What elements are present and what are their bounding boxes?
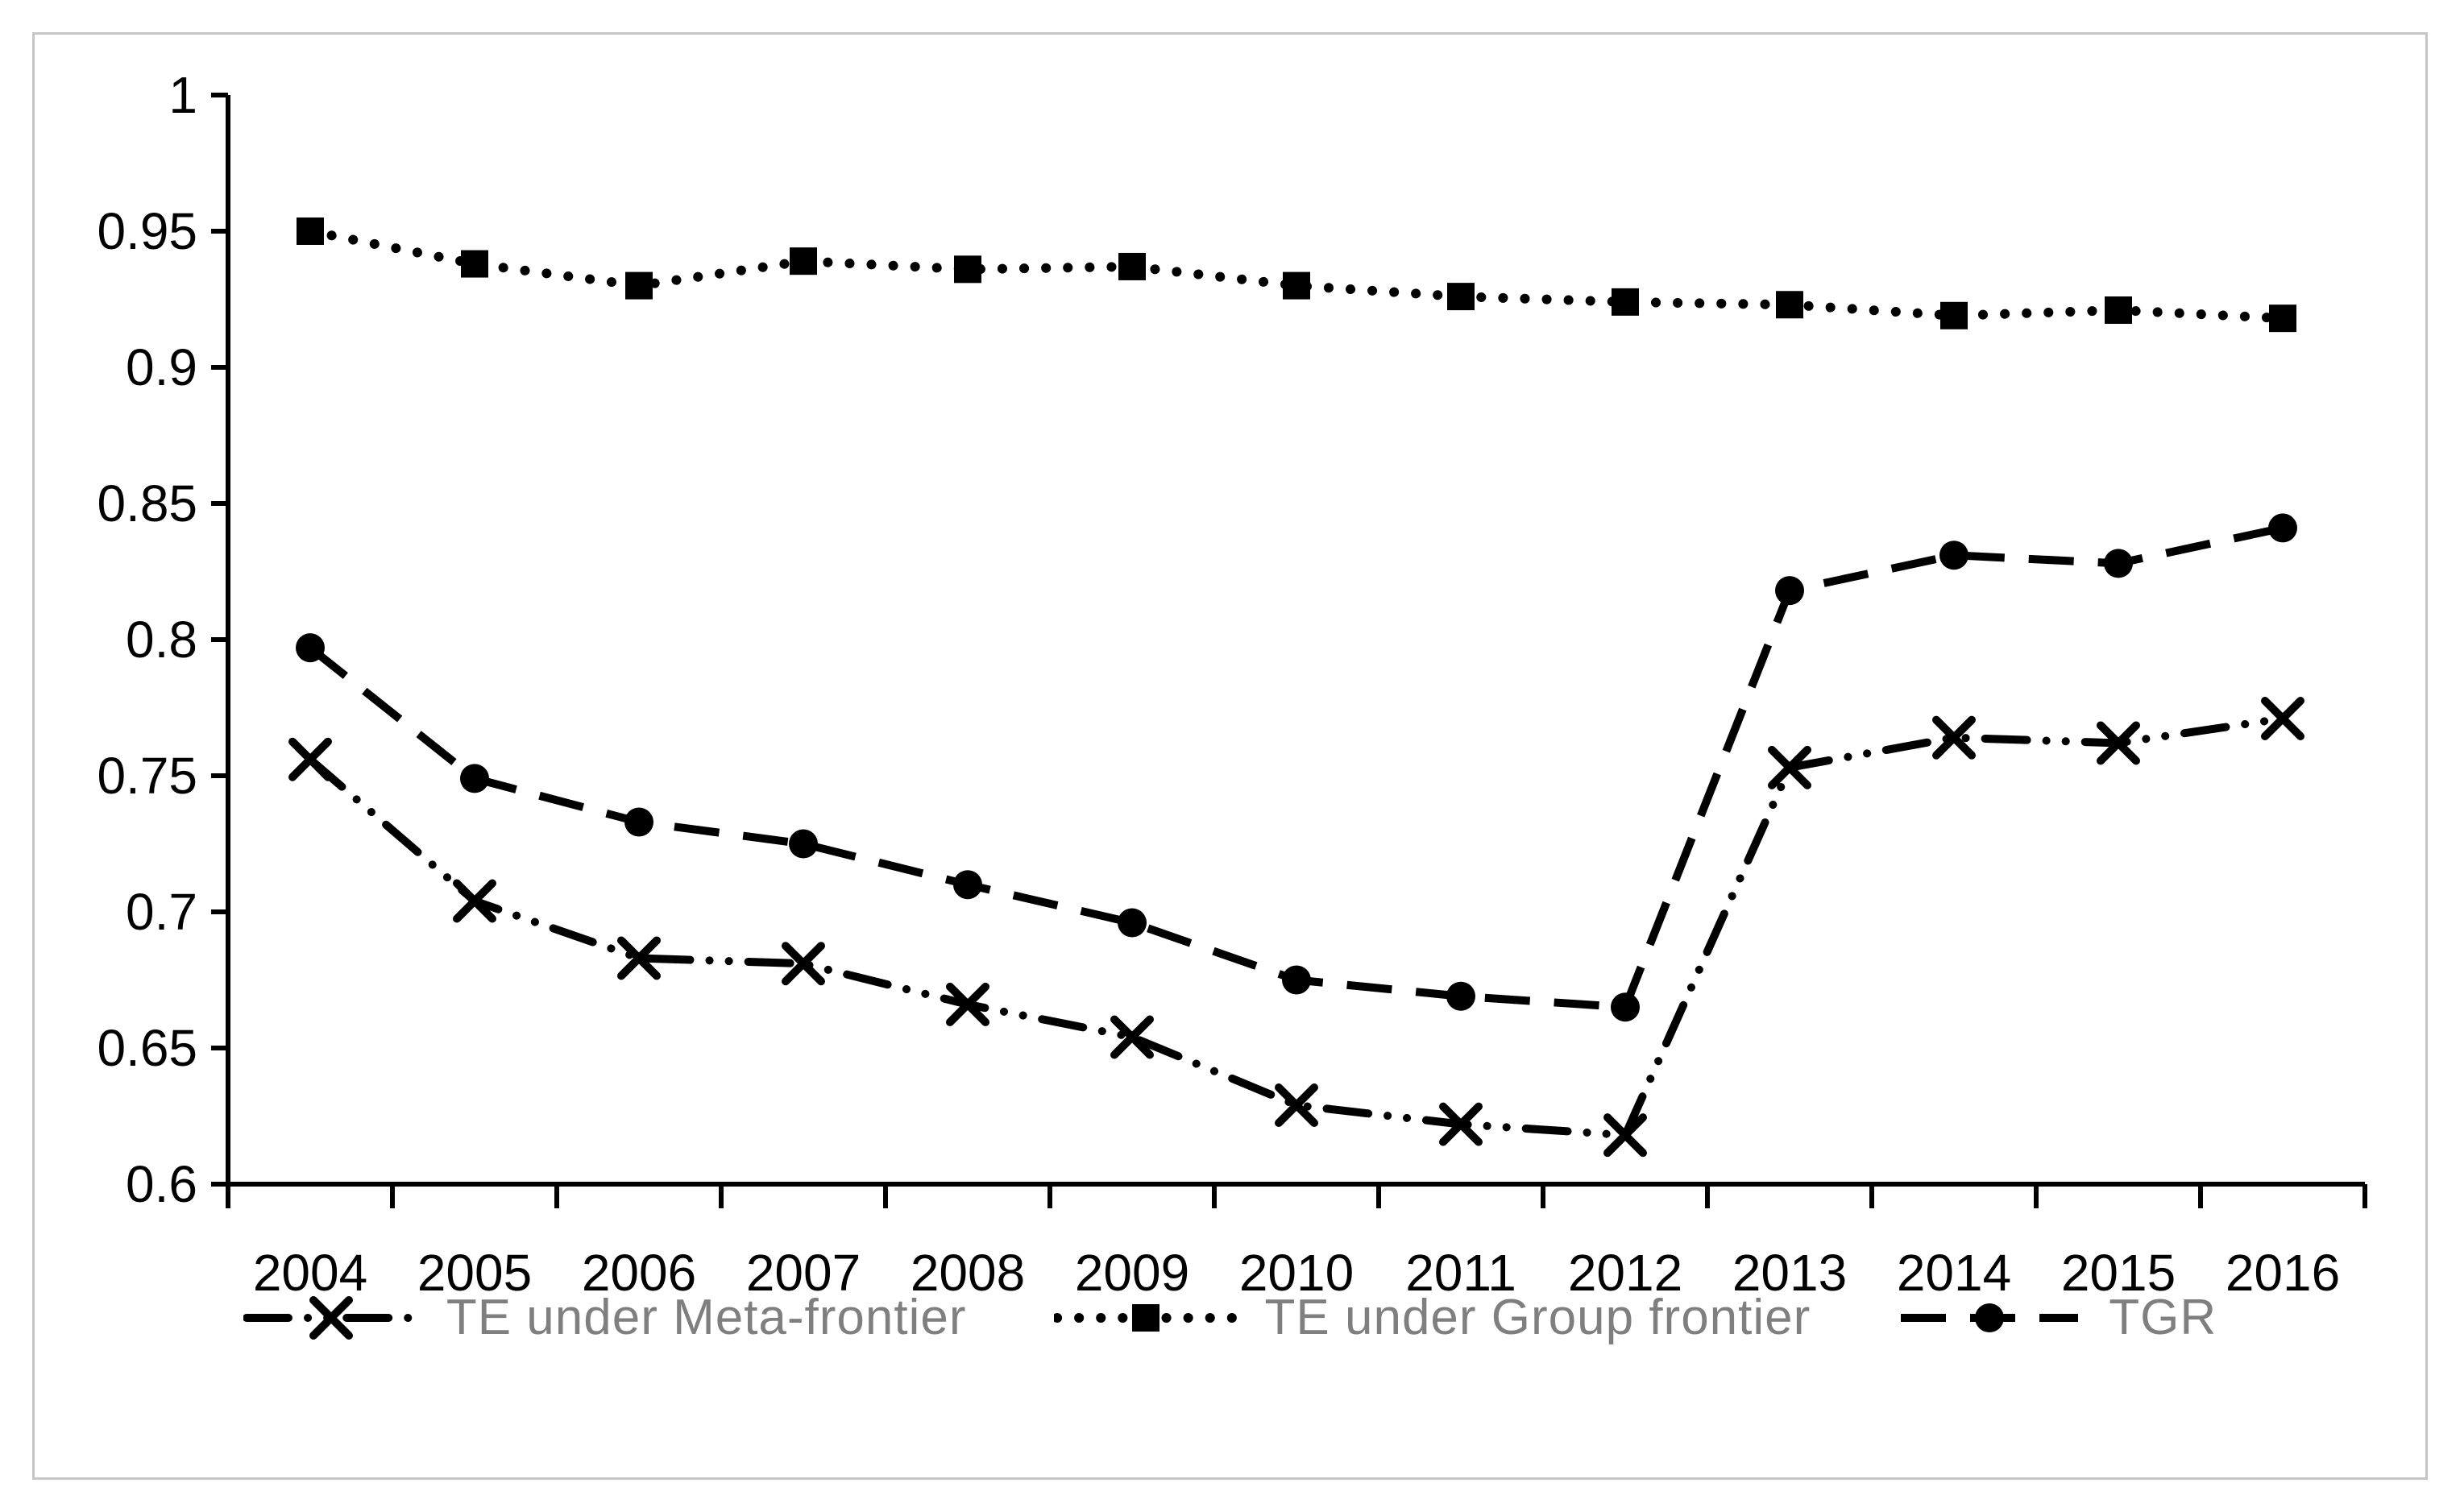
- svg-text:2004: 2004: [253, 1244, 367, 1302]
- svg-text:1: 1: [168, 66, 197, 124]
- dash-x-line-swatch-icon: [243, 1295, 419, 1340]
- svg-text:2007: 2007: [746, 1244, 861, 1302]
- svg-text:2013: 2013: [1732, 1244, 1847, 1302]
- svg-text:0.65: 0.65: [97, 1019, 197, 1077]
- svg-text:2016: 2016: [2226, 1244, 2340, 1302]
- svg-text:2011: 2011: [1405, 1244, 1516, 1302]
- svg-text:2010: 2010: [1239, 1244, 1354, 1302]
- svg-text:2014: 2014: [1897, 1244, 2011, 1302]
- legend-label-te-meta-frontier: TE under Meta-frontier: [446, 1290, 967, 1345]
- svg-text:2015: 2015: [2061, 1244, 2176, 1302]
- svg-text:0.8: 0.8: [126, 611, 197, 669]
- svg-text:2005: 2005: [417, 1244, 532, 1302]
- dotted-square-line-swatch-icon: [1053, 1303, 1238, 1332]
- svg-text:0.75: 0.75: [97, 747, 197, 805]
- chart-frame-border: [32, 32, 2428, 1480]
- dash-circle-line-swatch-icon: [1901, 1303, 2079, 1332]
- chart-legend: TE under Meta-frontier TE under Group fr…: [0, 1289, 2460, 1346]
- svg-text:0.6: 0.6: [126, 1155, 197, 1213]
- svg-text:0.95: 0.95: [97, 202, 197, 260]
- legend-label-te-group-frontier: TE under Group frontier: [1264, 1290, 1811, 1345]
- svg-text:2006: 2006: [582, 1244, 696, 1302]
- svg-text:0.9: 0.9: [126, 338, 197, 396]
- legend-label-tgr: TGR: [2109, 1290, 2217, 1345]
- svg-text:2008: 2008: [911, 1244, 1025, 1302]
- legend-item-te-group-frontier: TE under Group frontier: [1053, 1289, 1811, 1346]
- svg-text:0.7: 0.7: [126, 883, 197, 941]
- svg-text:2012: 2012: [1568, 1244, 1682, 1302]
- legend-item-tgr: TGR: [1898, 1289, 2217, 1346]
- legend-item-te-meta-frontier: TE under Meta-frontier: [243, 1289, 967, 1346]
- svg-text:0.85: 0.85: [97, 474, 197, 532]
- svg-text:2009: 2009: [1075, 1244, 1189, 1302]
